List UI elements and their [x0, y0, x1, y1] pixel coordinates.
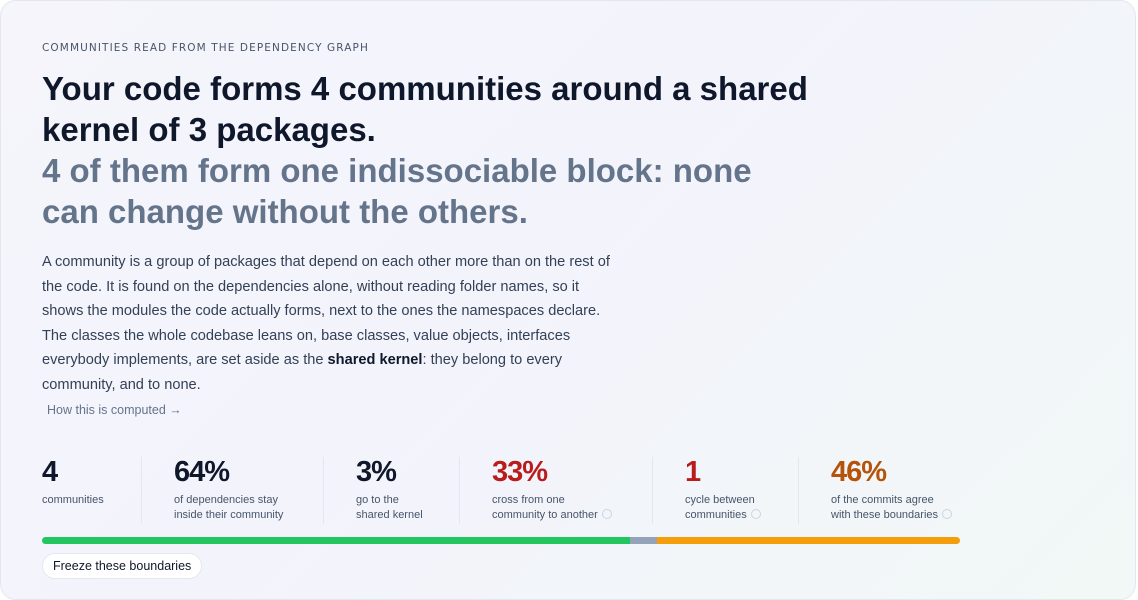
description: A community is a group of packages that … [42, 250, 617, 398]
caption-line: communities [685, 509, 747, 521]
headline: Your code forms 4 communities around a s… [42, 68, 812, 232]
caption-line: inside their community [174, 509, 284, 521]
stat-value: 64% [174, 456, 230, 488]
freeze-button[interactable]: Freeze these boundaries [42, 553, 203, 579]
bar-segment [629, 537, 658, 544]
computed-link[interactable]: How this is computed → [47, 403, 182, 417]
stat-value: 33% [492, 456, 548, 488]
stat: 4 communities [42, 457, 141, 524]
stat-value: 3% [356, 456, 397, 488]
stat: 1 cycle between communities [652, 457, 798, 524]
stats: 4 communities 64% of dependencies stay insid… [42, 457, 960, 524]
info-icon [601, 509, 612, 519]
stat: 33% cross from one community to another [459, 457, 652, 524]
stat-value: 46% [831, 456, 887, 488]
bar-segment [42, 537, 630, 544]
caption-line: cycle between [685, 494, 755, 506]
caption-line: cross from one [492, 494, 565, 506]
description-text: A community is a group of packages that … [42, 254, 610, 369]
description-text: : they belong to every community, and to… [42, 352, 563, 393]
stat-value: 4 [42, 456, 58, 488]
stat-value: 1 [685, 456, 701, 488]
stat-caption: of dependencies stay inside their communi… [174, 493, 323, 523]
caption-line: communities [42, 494, 104, 506]
stat-caption: cycle between communities [685, 493, 798, 523]
info-icon [942, 509, 953, 519]
caption-line: go to the [356, 494, 399, 506]
stat: 3% go to the shared kernel [323, 457, 459, 524]
bar-segment [657, 537, 960, 544]
caption-line: of dependencies stay [174, 494, 278, 506]
caption-line: community to another [492, 509, 598, 521]
stat-caption: go to the shared kernel [356, 493, 459, 523]
headline-secondary: 4 of them form one indissociable block: … [42, 152, 752, 230]
description-bold: shared kernel [327, 352, 423, 369]
eyebrow: COMMUNITIES READ FROM THE DEPENDENCY GRA… [42, 42, 369, 54]
stat: 46% of the commits agree with these bounda… [798, 457, 960, 524]
info-icon [750, 509, 761, 519]
stat-caption: of the commits agree with these boundarie… [831, 493, 960, 523]
headline-main: Your code forms 4 communities around a s… [42, 70, 808, 148]
caption-line: shared kernel [356, 509, 423, 521]
distribution-bar [42, 537, 960, 544]
caption-line: of the commits agree [831, 494, 934, 506]
caption-line: with these boundaries [831, 509, 939, 521]
stat: 64% of dependencies stay inside their comm… [141, 457, 323, 524]
stat-caption: cross from one community to another [492, 493, 652, 523]
stat-caption: communities [42, 493, 141, 508]
